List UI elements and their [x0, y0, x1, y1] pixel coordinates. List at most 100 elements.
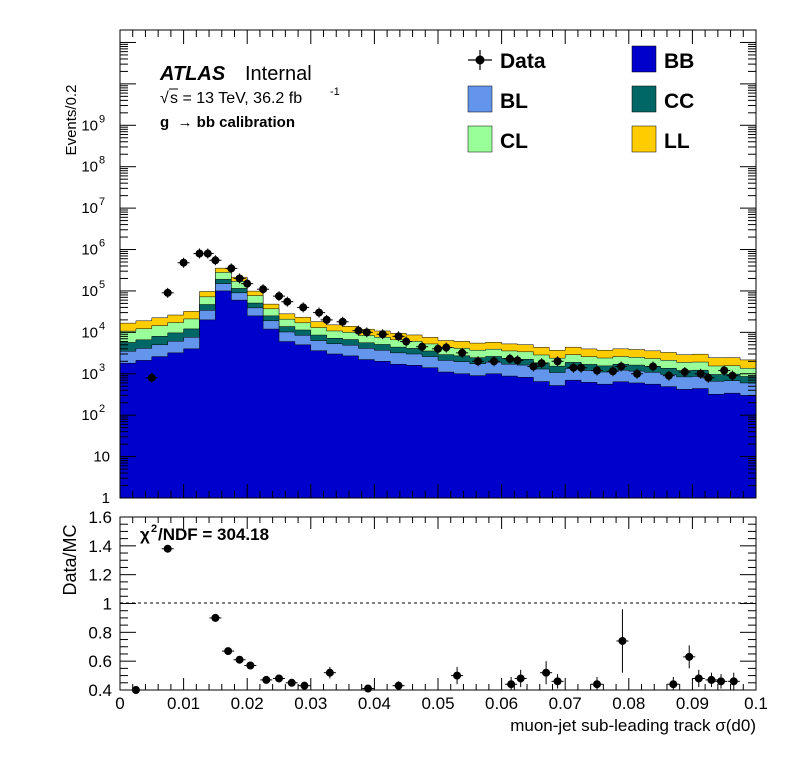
ratio-point: [273, 674, 285, 683]
ratio-y-tick-label: 0.4: [88, 681, 112, 700]
x-tick-label: 0.01: [167, 694, 200, 713]
data-point: [336, 316, 349, 327]
ratio-point: [323, 666, 336, 679]
ratio-point: [260, 675, 273, 684]
stacked-histograms: [119, 267, 757, 499]
ratio-plot-frame: [119, 516, 757, 691]
legend-cl-label: CL: [500, 130, 528, 153]
atlas-status: Internal: [245, 63, 312, 85]
legend-bb-label: BB: [664, 50, 694, 73]
x-tick-label: 0.05: [421, 694, 454, 713]
ratio-panel: 0.4 0.6 0.8 1 1.2 1.4 1.6 0 0.01 0.02 0.03 0.04 0.05…: [60, 508, 768, 735]
data-point: [273, 291, 285, 302]
top-y-tick-exponent: 8: [99, 155, 105, 167]
top-y-axis-label: Events/0.2: [63, 85, 80, 156]
ratio-point: [285, 678, 298, 687]
ratio-y-tick-label: 0.8: [88, 623, 112, 642]
legend-data: Data: [468, 50, 546, 73]
legend-cc-label: CC: [664, 90, 694, 113]
energy-label: s = 13 TeV, 36.2 fb: [170, 90, 302, 107]
data-point: [726, 370, 739, 381]
ratio-point: [692, 669, 705, 688]
top-y-tick-label: 10: [81, 242, 98, 259]
data-point: [487, 356, 500, 367]
x-tick-label: 0.02: [231, 694, 264, 713]
ratio-point: [705, 672, 718, 688]
legend-cc: CC: [631, 85, 694, 113]
data-point: [233, 273, 246, 284]
legend-ll-label: LL: [664, 130, 690, 153]
ratio-y-tick-label: 1.6: [88, 508, 112, 527]
top-y-tick-label: 10: [81, 283, 98, 300]
top-y-tick-label: 10: [81, 366, 98, 383]
data-point: [440, 342, 453, 353]
legend-bb: BB: [631, 45, 694, 73]
top-y-tick-exponent: 9: [99, 113, 105, 125]
ratio-point: [514, 669, 527, 688]
data-point: [297, 302, 310, 313]
top-y-tick-label: 10: [81, 200, 98, 217]
top-y-tick-label: 10: [81, 117, 98, 134]
ratio-point: [362, 684, 375, 693]
data-point: [161, 287, 174, 298]
ratio-point: [451, 666, 464, 685]
data-point: [718, 365, 731, 376]
legend-cl: CL: [467, 125, 528, 153]
data-point: [241, 278, 254, 289]
energy-superscript: -1: [330, 86, 340, 98]
chi2-annotation: /NDF = 304.18: [158, 525, 269, 544]
ratio-point: [392, 681, 405, 690]
ratio-points: [129, 544, 740, 694]
selection-label: g → bb calibration: [160, 114, 295, 131]
data-point: [702, 372, 715, 383]
data-point: [432, 343, 444, 354]
top-y-tick-label: 10: [81, 407, 98, 424]
data-point: [678, 367, 691, 378]
data-point: [352, 325, 365, 336]
energy-sqrt: √: [160, 90, 169, 107]
top-y-tick-exponent: 6: [99, 238, 105, 250]
data-point: [615, 361, 628, 372]
data-point: [376, 329, 389, 340]
x-tick-label: 0: [115, 694, 124, 713]
data-point: [646, 361, 659, 372]
ratio-point: [540, 661, 553, 685]
data-point: [281, 296, 294, 307]
data-point: [472, 356, 485, 367]
data-point: [575, 362, 588, 373]
ratio-point: [209, 613, 222, 622]
top-y-tick-exponent: 3: [99, 362, 105, 374]
ratio-point: [591, 677, 603, 690]
ratio-y-axis-label: Data/MC: [60, 524, 80, 595]
data-point: [145, 372, 158, 383]
ratio-point: [667, 677, 680, 690]
top-y-tick-exponent: 5: [99, 279, 105, 291]
data-point: [400, 336, 413, 347]
data-point: [177, 257, 190, 268]
x-tick-label: 0.03: [294, 694, 327, 713]
top-y-tick-label: 1: [102, 490, 110, 507]
ratio-point: [233, 655, 246, 664]
x-tick-label: 0.07: [549, 694, 582, 713]
ratio-y-tick-label: 1: [103, 595, 112, 614]
ratio-y-tick-label: 1.4: [88, 537, 112, 556]
x-tick-label: 0.1: [744, 694, 768, 713]
data-point: [662, 370, 675, 381]
ratio-point: [551, 674, 564, 689]
top-y-tick-exponent: 2: [99, 403, 105, 415]
top-y-tick-exponent: 7: [99, 196, 105, 208]
ratio-point: [222, 647, 235, 656]
legend-bl: BL: [467, 85, 528, 113]
ratio-point: [683, 645, 696, 669]
ratio-point: [298, 681, 311, 690]
ratio-point: [505, 677, 518, 690]
top-y-tick-label: 10: [81, 159, 98, 176]
data-point: [257, 284, 270, 295]
legend-data-label: Data: [500, 50, 546, 73]
data-point: [511, 355, 524, 366]
ratio-point: [616, 609, 629, 673]
top-y-tick-label: 10: [93, 449, 110, 466]
